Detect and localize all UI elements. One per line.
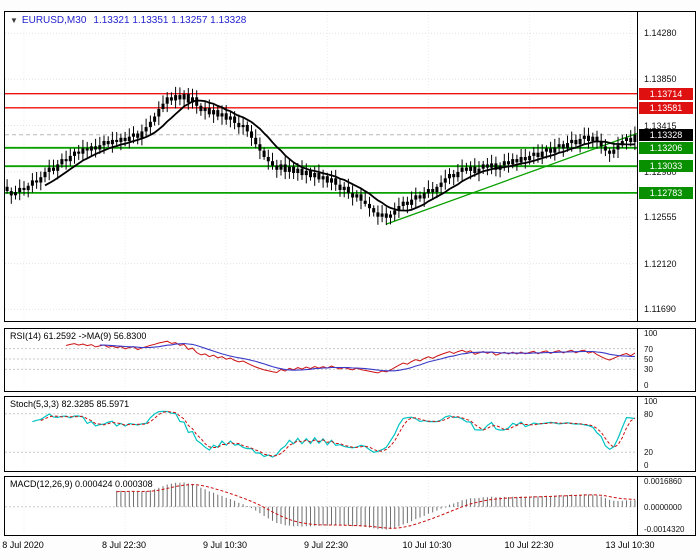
stochastic-scale[interactable]: 100 80 20 0 xyxy=(638,397,695,471)
stochastic-label: Stoch(5,3,3) 82.3285 85.5971 xyxy=(10,399,129,409)
rsi-label: RSI(14) 61.2592 ->MA(9) 56.8300 xyxy=(10,331,146,341)
macd-scale[interactable]: 0.0016860 0.0000000 -0.0014320 xyxy=(638,477,695,535)
main-chart-panel: ▼ EURUSD,M30 1.13321 1.13351 1.13257 1.133… xyxy=(4,11,696,322)
symbol-timeframe-label: EURUSD,M30 xyxy=(22,15,86,26)
time-label: 10 Jul 22:30 xyxy=(504,540,553,550)
rsi-scale[interactable]: 100 705030 0 xyxy=(638,329,695,391)
chart-header: ▼ EURUSD,M30 1.13321 1.13351 1.13257 1.133… xyxy=(10,15,246,26)
macd-scale-label: -0.0014320 xyxy=(644,525,684,534)
price-grid-label: 1.12120 xyxy=(644,259,677,269)
price-level-badge: 1.13206 xyxy=(639,142,693,154)
time-axis[interactable]: 8 Jul 2020 8 Jul 22:30 9 Jul 10:30 9 Jul 22… xyxy=(4,537,696,557)
macd-scale-label: 0.0016860 xyxy=(644,477,682,486)
rsi-panel: RSI(14) 61.2592 ->MA(9) 56.8300 100 70503… xyxy=(4,328,696,392)
stochastic-scale-label: 100 xyxy=(644,397,657,406)
time-label: 13 Jul 10:30 xyxy=(605,540,654,550)
stochastic-panel: Stoch(5,3,3) 82.3285 85.5971 100 80 20 0 xyxy=(4,396,696,472)
trading-chart-window: ▼ EURUSD,M30 1.13321 1.13351 1.13257 1.133… xyxy=(0,0,700,560)
price-level-badge: 1.13581 xyxy=(639,102,693,114)
rsi-scale-label: 0 xyxy=(644,381,648,390)
price-level-badge: 1.12783 xyxy=(639,187,693,199)
macd-panel: MACD(12,26,9) 0.000424 0.000308 0.001686… xyxy=(4,476,696,536)
price-level-badge: 1.13714 xyxy=(639,88,693,100)
time-label: 8 Jul 2020 xyxy=(2,540,44,550)
rsi-scale-label: 30 xyxy=(644,365,653,374)
price-grid-label: 1.12555 xyxy=(644,212,677,222)
time-label: 8 Jul 22:30 xyxy=(102,540,146,550)
price-chart-plot[interactable] xyxy=(5,12,638,321)
time-label: 9 Jul 10:30 xyxy=(203,540,247,550)
price-scale[interactable]: 1.142801.138501.134151.129801.125551.121… xyxy=(638,12,695,321)
price-level-badge: 1.13033 xyxy=(639,160,693,172)
rsi-scale-label: 100 xyxy=(644,329,657,338)
candles-svg xyxy=(5,12,637,319)
time-label: 9 Jul 22:30 xyxy=(304,540,348,550)
collapse-arrow-icon[interactable]: ▼ xyxy=(10,16,18,25)
rsi-scale-label: 70 xyxy=(644,345,653,354)
price-level-badge: 1.13328 xyxy=(639,129,693,141)
macd-label: MACD(12,26,9) 0.000424 0.000308 xyxy=(10,479,153,489)
stochastic-scale-label: 20 xyxy=(644,448,653,457)
stochastic-scale-label: 80 xyxy=(644,410,653,419)
ohlc-values: 1.13321 1.13351 1.13257 1.13328 xyxy=(93,15,246,26)
price-grid-label: 1.11690 xyxy=(644,304,676,314)
price-grid-label: 1.14280 xyxy=(644,28,677,38)
stochastic-scale-label: 0 xyxy=(644,461,648,470)
price-grid-label: 1.13850 xyxy=(644,74,677,84)
rsi-scale-label: 50 xyxy=(644,355,653,364)
time-label: 10 Jul 10:30 xyxy=(402,540,451,550)
macd-scale-label: 0.0000000 xyxy=(644,503,682,512)
